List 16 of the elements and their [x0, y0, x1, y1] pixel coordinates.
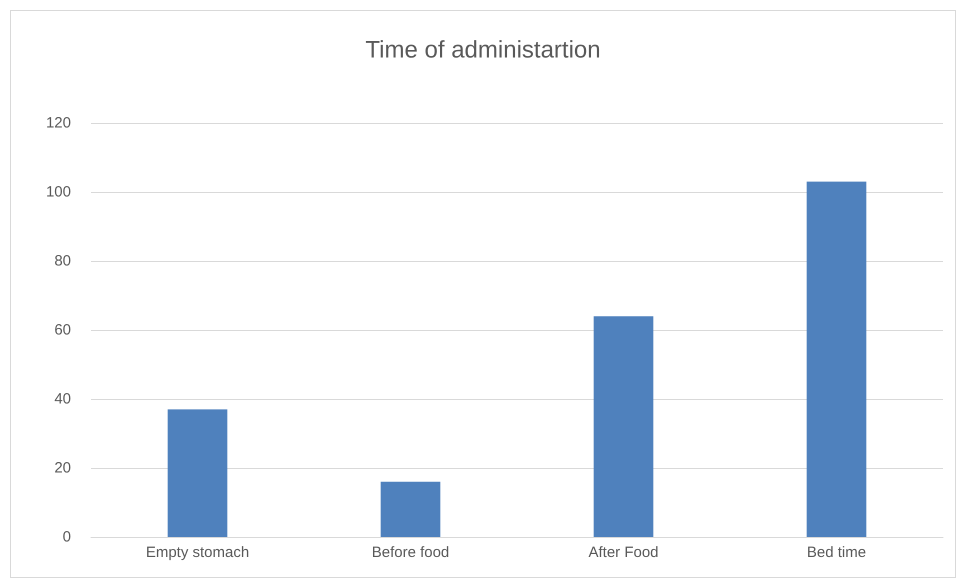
- bar: [806, 182, 866, 537]
- y-tick-label: 0: [62, 528, 71, 546]
- y-tick-label: 80: [54, 252, 71, 270]
- y-tick-label: 40: [54, 390, 71, 408]
- x-tick-label: Bed time: [806, 544, 866, 561]
- bar: [380, 482, 440, 537]
- y-tick-label: 100: [46, 184, 71, 200]
- x-tick-label: Empty stomach: [146, 544, 250, 561]
- y-tick-label: 120: [46, 114, 71, 132]
- x-tick-label: Before food: [372, 544, 450, 561]
- y-tick-label: 60: [54, 322, 71, 338]
- chart-title: Time of administartion: [365, 36, 601, 64]
- bar: [168, 409, 228, 537]
- y-tick-label: 20: [54, 460, 71, 476]
- x-tick-label: After Food: [588, 544, 659, 561]
- bar: [594, 316, 654, 537]
